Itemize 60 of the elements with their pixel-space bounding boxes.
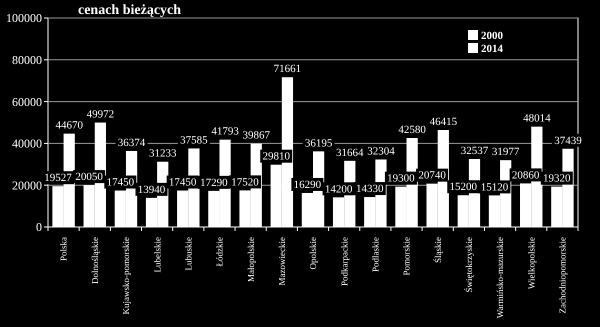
- data-label: 20860: [512, 169, 540, 182]
- data-label: 13940: [138, 184, 166, 196]
- data-label: 31664: [336, 146, 364, 159]
- data-label: 14330: [356, 183, 384, 196]
- data-label: 48014: [523, 112, 552, 125]
- y-tick-label: 80000: [12, 53, 42, 67]
- y-tick-label: 20000: [12, 178, 42, 192]
- data-label: 42580: [398, 124, 426, 136]
- data-label: 36374: [118, 136, 146, 149]
- x-tick-label: Mazowieckie: [276, 237, 287, 286]
- data-label: 37439: [554, 134, 582, 147]
- data-label: 49972: [86, 108, 114, 121]
- data-label: 16290: [294, 178, 322, 191]
- x-tick-label: Świętokrzyskie: [464, 237, 474, 292]
- data-label: 17520: [231, 176, 260, 188]
- x-tick-label: Podlaskie: [370, 236, 381, 272]
- legend-label: 2014: [481, 42, 504, 55]
- data-label: 20050: [75, 171, 104, 184]
- data-label: 31977: [492, 146, 520, 158]
- x-tick-label: Łódzkie: [214, 237, 225, 266]
- data-label: 29810: [262, 150, 290, 163]
- data-label: 19527: [44, 172, 72, 184]
- data-label: 17290: [200, 176, 228, 189]
- data-label: 44670: [55, 120, 84, 132]
- data-label: 71661: [274, 63, 302, 76]
- y-tick-label: 60000: [12, 94, 42, 109]
- y-tick-label: 40000: [12, 136, 42, 151]
- data-label: 19320: [543, 172, 572, 185]
- x-tick-label: Dolnośląskie: [90, 237, 100, 284]
- data-label: 36195: [304, 137, 333, 150]
- x-tick-label: Pomorskie: [402, 237, 412, 276]
- x-tick-label: Warmińsko-mazurskie: [495, 237, 506, 318]
- data-label: 41793: [211, 126, 240, 138]
- data-label: 46415: [430, 116, 458, 128]
- data-label: 20740: [418, 170, 446, 182]
- x-tick-label: Wielkopolskie: [526, 237, 536, 290]
- data-label: 14200: [324, 183, 353, 196]
- data-label: 15120: [480, 181, 509, 194]
- x-tick-label: Lubuskie: [183, 237, 194, 270]
- data-label: 32304: [367, 145, 396, 158]
- data-label: 39867: [242, 130, 271, 142]
- x-tick-label: Lubelskie: [152, 237, 162, 272]
- x-tick-label: Zachodniopomorskie: [558, 236, 568, 314]
- x-tick-label: Podkarpackie: [339, 237, 350, 286]
- x-tick-label: Małopolskie: [246, 237, 256, 282]
- data-label: 17450: [106, 176, 135, 189]
- x-tick-label: Kujawsko-pomorskie: [121, 237, 132, 314]
- chart-title: cenach bieżących: [78, 3, 182, 18]
- data-label: 17450: [168, 176, 197, 189]
- x-tick-label: Śląskie: [432, 236, 443, 263]
- legend-label: 2000: [481, 30, 504, 42]
- y-tick-label: 100000: [6, 11, 42, 26]
- data-label: 37585: [180, 134, 208, 146]
- data-label: 31233: [148, 148, 177, 160]
- y-tick-label: 0: [36, 220, 42, 234]
- x-tick-label: Polska: [58, 237, 69, 262]
- data-label: 32537: [460, 145, 489, 157]
- data-label: 19300: [387, 172, 416, 185]
- data-label: 15200: [450, 181, 478, 194]
- x-tick-label: Opolskie: [308, 236, 318, 270]
